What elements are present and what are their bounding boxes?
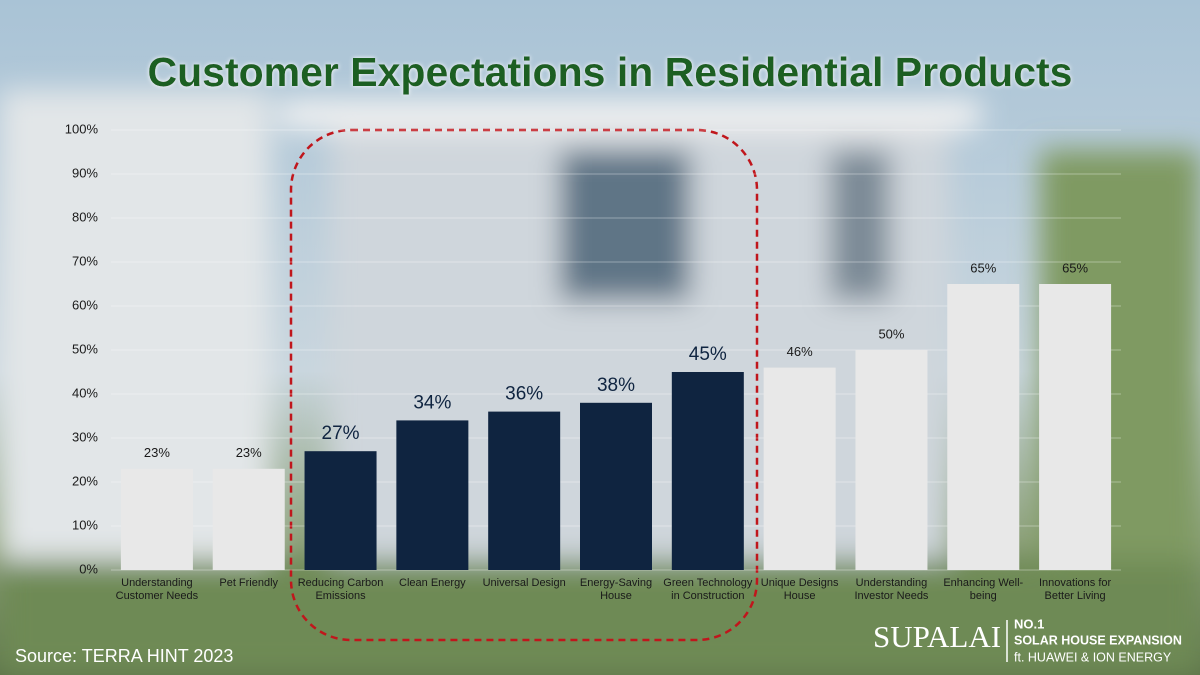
bar	[304, 451, 377, 570]
value-label: 38%	[597, 375, 635, 396]
x-tick-label-box: Clean Energy	[399, 577, 466, 589]
bar	[1039, 284, 1112, 570]
x-tick-label-box: Unique Designs House	[760, 577, 839, 602]
y-tick-label: 20%	[72, 473, 98, 488]
x-tick-label-box: Understanding Investor Needs	[854, 577, 929, 602]
y-tick-label: 10%	[72, 517, 98, 532]
value-label: 65%	[1062, 260, 1088, 275]
bar	[488, 411, 561, 570]
x-tick-label-box: Pet Friendly	[219, 577, 279, 589]
y-tick-label: 0%	[79, 561, 98, 576]
x-tick-label: Green Technology in Construction	[663, 577, 753, 602]
source: Source: TERRA HINT 2023	[15, 646, 233, 666]
highlight-outline	[289, 128, 759, 642]
x-tick-label-box: Green Technology in Construction	[663, 577, 753, 602]
value-label: 36%	[505, 384, 543, 405]
x-tick-label-box: Universal Design	[482, 577, 566, 589]
bar	[763, 367, 836, 570]
x-tick-label-box: Innovations for Better Living	[1039, 577, 1112, 602]
logo-brand: SUPALAI	[873, 619, 1001, 654]
x-tick-label: Energy-Saving House	[579, 577, 653, 602]
x-tick-label-box: Enhancing Well-being	[943, 577, 1024, 602]
x-tick-label: Unique Designs House	[760, 577, 839, 602]
logo-line: ft. HUAWEI & ION ENERGY	[1014, 650, 1172, 664]
x-tick-label-box: Reducing Carbon Emissions	[297, 577, 384, 602]
bar	[671, 372, 744, 570]
value-label: 50%	[878, 326, 904, 341]
logo-rank: NO.1	[1014, 616, 1044, 631]
value-label: 23%	[144, 445, 170, 460]
value-label: 46%	[787, 344, 813, 359]
value-label: 23%	[236, 445, 262, 460]
y-tick-label: 90%	[72, 165, 98, 180]
bar	[947, 284, 1020, 570]
x-tick-label: Universal Design	[482, 577, 566, 589]
x-tick-label: Pet Friendly	[219, 577, 279, 589]
x-tick-label: Innovations for Better Living	[1039, 577, 1112, 602]
value-label: 45%	[689, 344, 727, 365]
bar	[120, 468, 193, 570]
y-tick-label: 30%	[72, 429, 98, 444]
y-tick-label: 40%	[72, 385, 98, 400]
x-tick-label: Reducing Carbon Emissions	[297, 577, 384, 602]
x-tick-label: Clean Energy	[399, 577, 466, 589]
value-label: 65%	[970, 260, 996, 275]
x-tick-label: Enhancing Well-being	[943, 577, 1024, 602]
value-label: 34%	[413, 392, 451, 413]
bar	[580, 402, 652, 570]
y-tick-label: 60%	[72, 297, 98, 312]
bar	[212, 468, 285, 570]
bar	[855, 350, 928, 570]
y-tick-label: 100%	[65, 121, 99, 136]
bar	[396, 420, 469, 570]
logo-line: SOLAR HOUSE EXPANSION	[1014, 633, 1182, 647]
x-tick-label-box: Understanding Customer Needs	[115, 577, 199, 602]
y-tick-label: 50%	[72, 341, 98, 356]
x-tick-label: Understanding Investor Needs	[854, 577, 929, 602]
y-tick-label: 70%	[72, 253, 98, 268]
value-label: 27%	[322, 423, 360, 444]
x-tick-label-box: Energy-Saving House	[579, 577, 653, 602]
x-tick-label: Understanding Customer Needs	[115, 577, 199, 602]
chart-title: Customer Expectations in Residential Pro…	[148, 49, 1073, 95]
y-tick-label: 80%	[72, 209, 98, 224]
